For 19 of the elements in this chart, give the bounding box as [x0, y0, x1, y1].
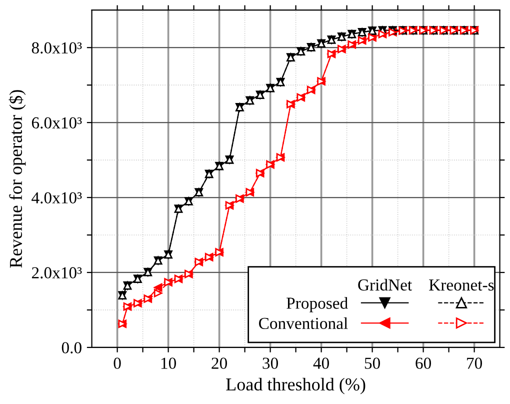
x-tick-label: 30: [262, 358, 278, 369]
x-tick-label: 70: [467, 358, 482, 369]
y-tick-label: 2.0x10³: [32, 267, 82, 278]
y-axis-title: Revenue for operator ($): [8, 90, 26, 268]
annotation: GridNet: [358, 278, 412, 291]
y-tick-label: 6.0x10³: [32, 117, 82, 129]
annotation: Kreonet-s: [429, 280, 494, 291]
x-tick-label: 40: [313, 358, 329, 369]
legend-label: Conventional: [259, 317, 348, 330]
x-tick-label: 60: [416, 358, 431, 369]
x-tick-label: 10: [161, 358, 176, 369]
x-tick-label: 0: [114, 358, 121, 369]
x-tick-label: 20: [212, 358, 227, 369]
y-tick-label: 8.0x10³: [32, 42, 82, 54]
legend-label: Proposed: [286, 297, 348, 312]
y-tick-label: 0.0: [62, 342, 82, 354]
x-axis-title: Load threshold (%): [226, 378, 366, 394]
x-tick-label: 50: [364, 358, 380, 369]
y-tick-label: 4.0x10³: [32, 192, 82, 204]
